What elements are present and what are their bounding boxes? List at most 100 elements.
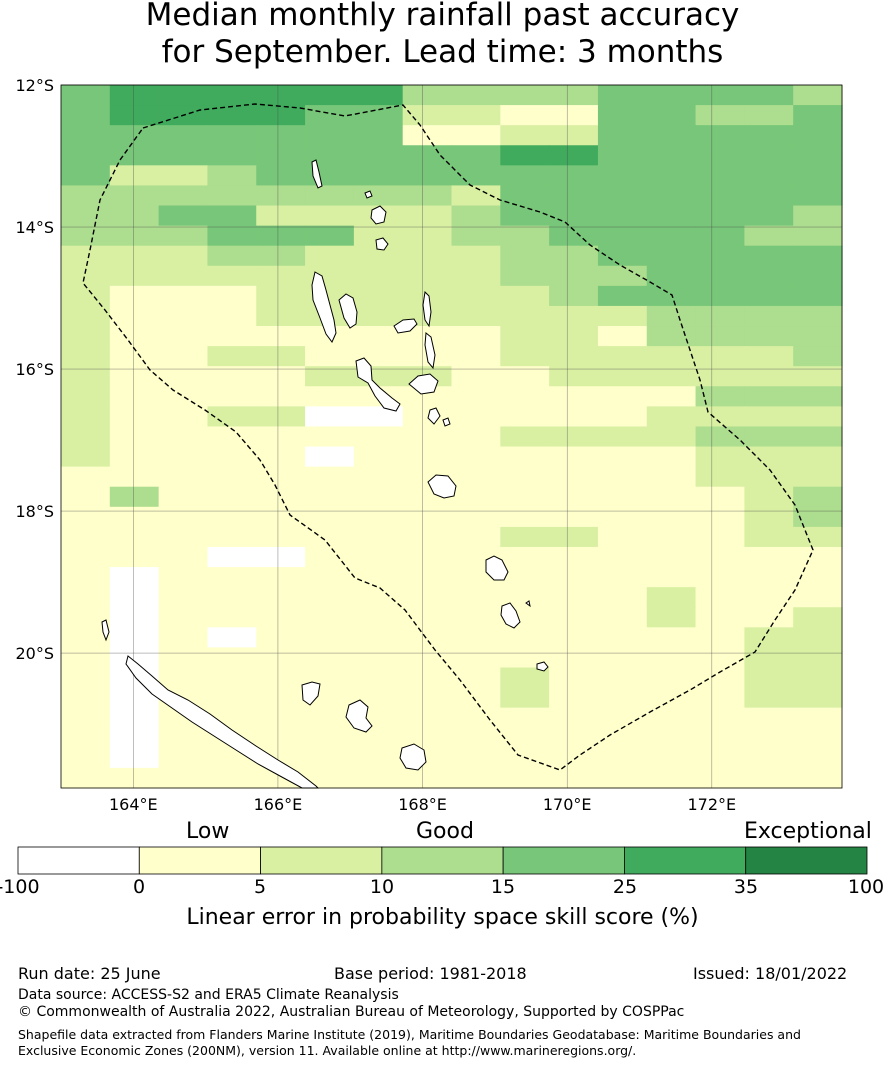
grid-cell	[207, 406, 257, 428]
grid-cell	[646, 607, 697, 628]
colorbar-bin	[502, 846, 625, 875]
grid-cell	[305, 446, 355, 468]
grid-cell	[256, 105, 306, 126]
colorbar-bin	[745, 846, 868, 875]
grid-cell	[158, 627, 209, 648]
grid-cell	[793, 426, 843, 448]
grid-cell	[256, 165, 306, 187]
grid-cell	[646, 727, 697, 749]
grid-cell	[256, 265, 306, 287]
grid-cell	[61, 546, 111, 568]
colorbar-tick: 15	[490, 876, 516, 898]
grid-cell	[744, 687, 794, 709]
grid-cell	[207, 265, 257, 287]
grid-cell	[61, 346, 111, 367]
grid-cell	[109, 466, 160, 488]
lon-tick-label: 170°E	[543, 795, 592, 814]
grid-cell	[109, 647, 160, 669]
grid-cell	[207, 466, 257, 488]
grid-cell	[61, 446, 111, 468]
grid-cell	[207, 687, 257, 709]
grid-cell	[109, 546, 160, 568]
grid-cell	[256, 587, 306, 608]
grid-cell	[646, 305, 697, 327]
grid-cell	[793, 346, 843, 367]
grid-cell	[793, 687, 843, 709]
grid-cell	[793, 225, 843, 247]
grid-cell	[61, 567, 111, 588]
grid-cell	[109, 707, 160, 729]
grid-cell	[695, 185, 745, 207]
grid-cell	[597, 406, 648, 428]
colorbar-bin	[381, 846, 504, 875]
grid-cell	[695, 366, 745, 387]
grid-cell	[256, 406, 306, 428]
grid-cell	[793, 125, 843, 146]
grid-cell	[793, 205, 843, 227]
grid-cell	[549, 346, 599, 367]
island-ambae	[393, 318, 418, 334]
grid-cell	[207, 145, 257, 166]
grid-cell	[646, 285, 697, 307]
grid-cell	[109, 346, 160, 367]
grid-cell	[109, 205, 160, 227]
grid-cell	[61, 506, 111, 528]
island-malo	[338, 293, 358, 329]
island-pentecost	[424, 332, 436, 370]
grid-cell	[744, 567, 794, 588]
grid-cell	[207, 486, 257, 508]
grid-cell	[597, 386, 648, 407]
grid-cell	[744, 346, 794, 367]
colorbar-category-exceptional: Exceptional	[744, 819, 872, 844]
grid-cell	[451, 426, 501, 448]
grid-cell	[109, 245, 160, 267]
grid-cell	[793, 366, 843, 387]
grid-cell	[646, 446, 697, 468]
grid-cell	[207, 386, 257, 407]
grid-cell	[549, 285, 599, 307]
grid-cell	[646, 386, 697, 407]
grid-cell	[207, 346, 257, 367]
grid-cell	[256, 727, 306, 749]
grid-cell	[695, 727, 745, 749]
island-espiritu-santo	[311, 271, 337, 343]
grid-cell	[256, 627, 306, 648]
grid-cell	[402, 687, 453, 709]
grid-cell	[256, 305, 306, 327]
grid-cell	[402, 627, 453, 648]
grid-cell	[305, 205, 355, 227]
run-date: Run date: 25 June	[18, 964, 161, 983]
colorbar-bin	[138, 846, 261, 875]
lon-tick-label: 164°E	[109, 795, 158, 814]
grid-cell	[597, 687, 648, 709]
grid-cell	[500, 486, 550, 508]
grid-cell	[353, 607, 404, 628]
grid-cell	[500, 627, 550, 648]
grid-cell	[353, 326, 404, 347]
island-efate	[427, 474, 457, 499]
grid-cell	[597, 346, 648, 367]
grid-cell	[695, 486, 745, 508]
grid-cell	[500, 85, 550, 106]
shapefile-credit: Shapefile data extracted from Flanders M…	[18, 1027, 801, 1058]
grid-cell	[646, 326, 697, 347]
grid-cell	[744, 667, 794, 689]
grid-cell	[549, 506, 599, 528]
grid-cell	[597, 486, 648, 508]
grid-cell	[646, 767, 697, 789]
lat-tick-label: 14°S	[15, 218, 54, 237]
grid-cell	[549, 165, 599, 187]
grid-cell	[744, 125, 794, 146]
grid-cell	[646, 506, 697, 528]
grid-cell	[695, 627, 745, 648]
grid-cell	[402, 647, 453, 669]
grid-cell	[256, 326, 306, 347]
grid-cell	[61, 366, 111, 387]
grid-cell	[451, 406, 501, 428]
grid-cell	[207, 245, 257, 267]
grid-cell	[402, 526, 453, 548]
grid-cell	[744, 245, 794, 267]
grid-cell	[500, 647, 550, 669]
grid-cell	[109, 607, 160, 628]
grid-cell	[158, 587, 209, 608]
